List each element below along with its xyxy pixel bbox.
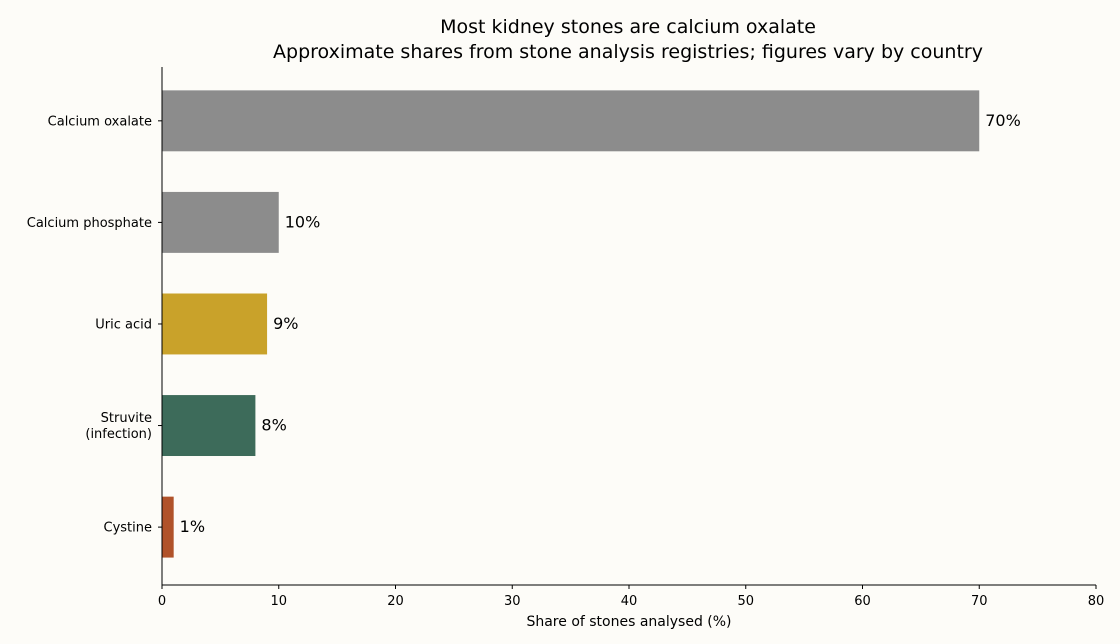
bars-group: 70% Calcium oxalate 10% Calcium phosphate 9%… <box>27 90 1021 558</box>
category-label-calcium-oxalate: Calcium oxalate <box>48 114 152 129</box>
value-label-calcium-phosphate: 10% <box>285 212 321 231</box>
chart-subtitle: Approximate shares from stone analysis r… <box>273 41 983 63</box>
bar-calcium-phosphate <box>162 191 279 253</box>
x-tick-label-60: 60 <box>854 594 871 609</box>
x-tick-label-0: 0 <box>158 594 166 609</box>
x-tick-label-10: 10 <box>270 594 287 609</box>
value-label-cystine: 1% <box>180 517 205 536</box>
category-label-uric-acid: Uric acid <box>95 317 152 332</box>
chart-title: Most kidney stones are calcium oxalate <box>440 16 816 38</box>
x-tick-label-70: 70 <box>971 594 988 609</box>
bar-calcium-oxalate <box>162 90 980 152</box>
value-label-struvite-infection: 8% <box>261 416 286 435</box>
bar-uric-acid <box>162 293 268 355</box>
x-tick-label-30: 30 <box>504 594 521 609</box>
x-tick-label-50: 50 <box>737 594 754 609</box>
x-axis-label: Share of stones analysed (%) <box>526 614 731 630</box>
category-label-struvite-infection-2: (infection) <box>85 427 152 442</box>
bar-struvite-infection <box>162 395 256 457</box>
x-tick-label-20: 20 <box>387 594 404 609</box>
value-label-uric-acid: 9% <box>273 314 298 333</box>
value-label-calcium-oxalate: 70% <box>985 111 1021 130</box>
category-label-struvite-infection-1: Struvite <box>101 411 152 426</box>
x-tick-label-40: 40 <box>621 594 638 609</box>
bar-cystine <box>162 496 174 558</box>
category-label-cystine: Cystine <box>104 521 153 536</box>
category-label-calcium-phosphate: Calcium phosphate <box>27 216 152 231</box>
x-ticks-group: 0 10 20 30 40 50 60 70 80 <box>158 585 1104 609</box>
x-tick-label-80: 80 <box>1088 594 1105 609</box>
